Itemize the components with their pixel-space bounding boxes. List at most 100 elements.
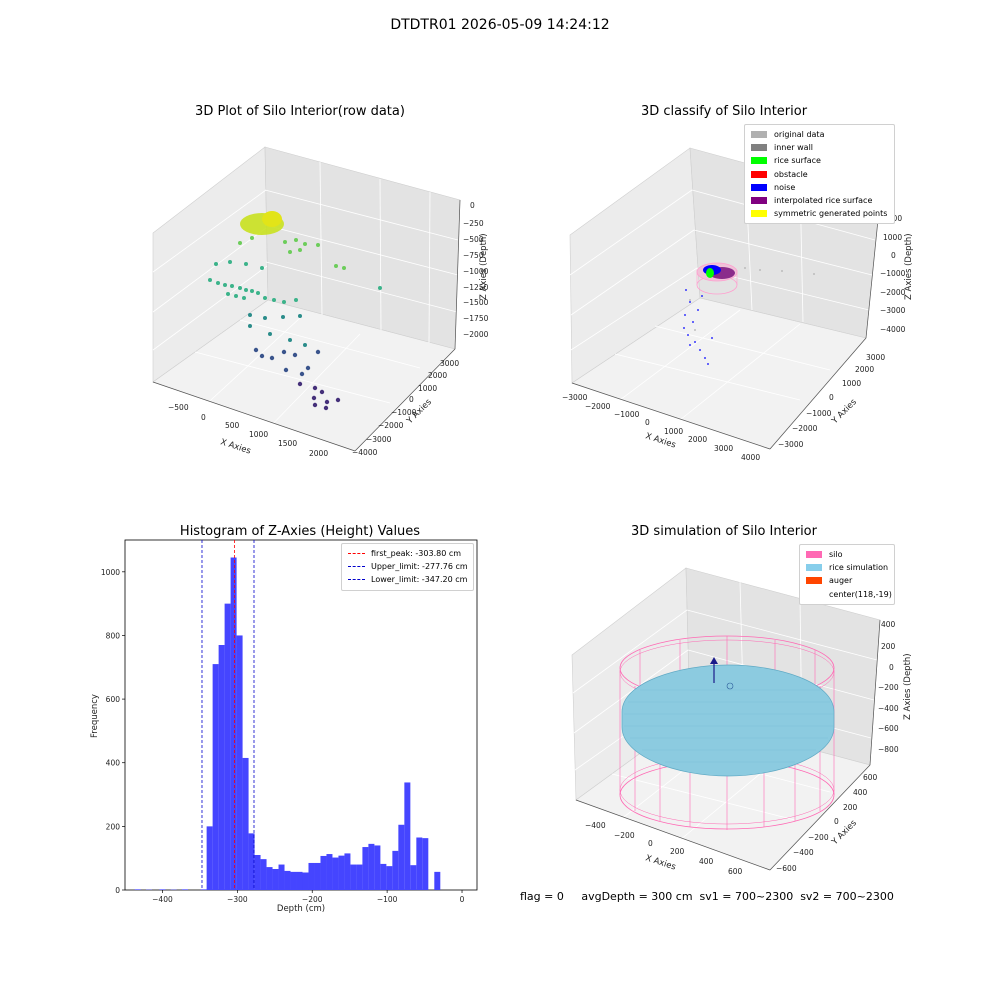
histogram-legend: first_peak: -303.80 cm Upper_limit: -277… (341, 543, 474, 591)
legend-item: Upper_limit: -277.76 cm (348, 560, 468, 573)
histogram-bar (434, 871, 441, 890)
svg-text:−3000: −3000 (366, 435, 392, 444)
histogram-bar (380, 863, 387, 890)
svg-text:600: 600 (728, 867, 743, 876)
y-tick-label: 0 (115, 886, 120, 895)
legend-item: symmetric generated points (751, 207, 888, 220)
histogram-bar (404, 782, 411, 890)
raw-z-ticks: 0 −250 −500 −750 −1000 −1250 −1500 −1750… (463, 201, 489, 339)
svg-text:2000: 2000 (428, 371, 447, 380)
histogram-bar (398, 824, 405, 890)
svg-text:−1000: −1000 (463, 267, 489, 276)
x-tick-label: 0 (460, 895, 465, 904)
svg-text:−400: −400 (585, 821, 606, 830)
legend-item: rice simulation (806, 561, 888, 574)
histogram-y-ticks: 0 200 400 600 800 1000 (101, 568, 125, 895)
svg-text:−750: −750 (463, 251, 484, 260)
svg-text:−800: −800 (878, 745, 899, 754)
histogram-bar (344, 853, 351, 890)
y-tick-label: 200 (106, 822, 121, 831)
svg-text:−2000: −2000 (585, 402, 611, 411)
svg-text:0: 0 (409, 395, 414, 404)
histogram-bar (236, 635, 243, 890)
histogram-bar (200, 889, 207, 890)
svg-text:200: 200 (843, 803, 858, 812)
svg-text:−1250: −1250 (463, 283, 489, 292)
svg-text:−500: −500 (463, 235, 484, 244)
svg-text:−1000: −1000 (614, 410, 640, 419)
histogram-bars (134, 557, 441, 890)
svg-text:Z Axies (Depth): Z Axies (Depth) (903, 653, 913, 720)
legend-item: original data (751, 128, 888, 141)
svg-text:0: 0 (891, 251, 896, 260)
svg-text:3000: 3000 (866, 353, 885, 362)
histogram-bar (320, 855, 327, 890)
raw-plot-title: 3D Plot of Silo Interior(row data) (195, 104, 405, 119)
figure-title: DTDTR01 2026-05-09 14:24:12 (390, 17, 610, 33)
histogram-bar (212, 664, 219, 890)
histogram-bar (332, 857, 339, 890)
svg-text:−250: −250 (463, 219, 484, 228)
legend-item: interpolated rice surface (751, 194, 888, 207)
histogram-y-label: Frequency (90, 694, 100, 738)
histogram-x-label: Depth (cm) (277, 904, 325, 914)
histogram-reference-lines (201, 540, 255, 890)
svg-text:−600: −600 (776, 864, 797, 873)
histogram-bar (338, 855, 345, 890)
svg-text:X Axies: X Axies (644, 853, 677, 872)
histogram-bar (326, 854, 333, 890)
histogram-frame (124, 539, 478, 891)
svg-text:−2000: −2000 (378, 421, 404, 430)
svg-text:−4000: −4000 (352, 448, 378, 457)
svg-text:400: 400 (881, 620, 896, 629)
svg-text:1000: 1000 (249, 430, 268, 439)
y-tick-label: 800 (106, 631, 121, 640)
histogram-bar (242, 757, 249, 890)
histogram-bar (308, 862, 315, 890)
svg-text:−500: −500 (168, 403, 189, 412)
histogram-bar (181, 889, 188, 890)
svg-text:200: 200 (670, 847, 685, 856)
svg-text:−600: −600 (878, 724, 899, 733)
status-footer: flag = 0 avgDepth = 300 cm sv1 = 700~230… (520, 890, 894, 903)
svg-text:X Axies: X Axies (219, 437, 252, 456)
svg-text:−1000: −1000 (880, 269, 906, 278)
legend-item: silo (806, 548, 888, 561)
histogram-bar (272, 869, 279, 890)
svg-text:−3000: −3000 (778, 440, 804, 449)
svg-text:0: 0 (648, 839, 653, 848)
legend-item: Lower_limit: -347.20 cm (348, 573, 467, 586)
histogram-bar (392, 850, 399, 890)
svg-text:4000: 4000 (741, 453, 760, 462)
svg-text:2000: 2000 (688, 435, 707, 444)
svg-text:−200: −200 (808, 833, 829, 842)
svg-text:−400: −400 (878, 704, 899, 713)
histogram-bar (302, 872, 309, 890)
svg-text:−2000: −2000 (792, 424, 818, 433)
svg-text:1000: 1000 (664, 427, 683, 436)
svg-text:0: 0 (645, 418, 650, 427)
svg-text:−1500: −1500 (463, 298, 489, 307)
svg-text:−200: −200 (614, 831, 635, 840)
svg-text:1000: 1000 (883, 233, 902, 242)
histogram-bar (368, 843, 375, 890)
svg-text:0: 0 (834, 817, 839, 826)
svg-text:Y Axies: Y Axies (829, 397, 859, 427)
legend-item: noise (751, 181, 888, 194)
simulation-legend: silo rice simulation auger center(118,-1… (799, 544, 895, 605)
histogram-bar (410, 865, 417, 890)
histogram-bar (284, 870, 291, 890)
histogram-bar (159, 889, 166, 890)
histogram-bar (386, 866, 393, 890)
legend-item: rice surface (751, 154, 888, 167)
auger (710, 657, 734, 690)
histogram-bar (248, 833, 255, 890)
y-tick-label: 600 (106, 695, 121, 704)
x-tick-label: −400 (152, 895, 173, 904)
classify-point-cloud (683, 262, 815, 365)
histogram-bar (218, 645, 225, 890)
histogram-bar (296, 871, 303, 890)
histogram-bar (260, 859, 267, 890)
svg-text:500: 500 (225, 421, 240, 430)
